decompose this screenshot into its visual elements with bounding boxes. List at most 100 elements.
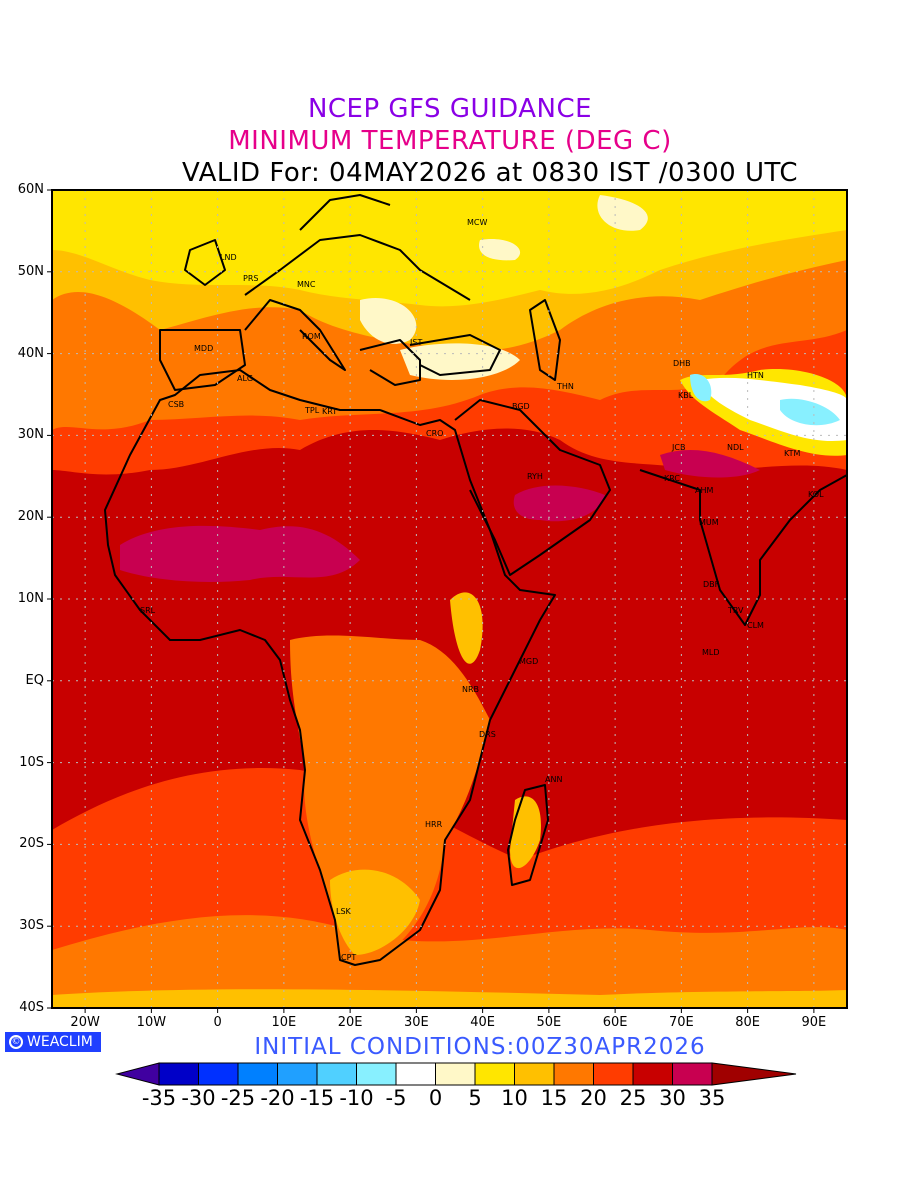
- colorbar-swatch: [395, 1062, 436, 1086]
- field-10-15-south: [52, 989, 847, 1008]
- logo-text: WEACLIM: [27, 1034, 93, 1050]
- city-label: CRO: [426, 429, 443, 438]
- colorbar-label: -30: [181, 1086, 216, 1110]
- city-label: KRT: [322, 407, 337, 416]
- city-label: MDD: [194, 344, 213, 353]
- city-label: KTM: [784, 449, 801, 458]
- colorbar-label: -35: [141, 1086, 177, 1110]
- colorbar-swatch: [277, 1062, 318, 1086]
- city-label: TPL: [304, 406, 320, 415]
- lon-label: 0: [213, 1015, 222, 1030]
- lon-label: 10W: [136, 1015, 167, 1030]
- city-label: LND: [220, 253, 237, 262]
- city-label: MLD: [702, 648, 720, 657]
- city-label: MGD: [519, 657, 538, 666]
- field-10-15-patches: [330, 592, 541, 955]
- city-label: DHB: [673, 359, 691, 368]
- colorbar-swatch: [435, 1062, 476, 1086]
- city-labels: MCW LND PRS MNC ROM MDD IST ALG CSB TPL KRT CRO BGD T…: [140, 218, 824, 962]
- city-label: DRS: [479, 730, 496, 739]
- lat-label: 40S: [19, 1000, 44, 1015]
- field-30-35-sahel: [120, 525, 360, 582]
- colorbar: [115, 1062, 797, 1086]
- city-label: NRB: [462, 685, 479, 694]
- city-label: HRR: [425, 820, 443, 829]
- title-valid-time: VALID For: 04MAY2026 at 0830 IST /0300 U…: [181, 158, 799, 188]
- lat-label: 30S: [19, 918, 44, 934]
- title-model: NCEP GFS GUIDANCE: [307, 94, 593, 124]
- colorbar-label: 5: [468, 1086, 482, 1110]
- city-label: JCB: [671, 443, 685, 452]
- field-15-20-south: [52, 915, 847, 1008]
- colorbar-label: 35: [698, 1086, 726, 1110]
- colorbar-label: -10: [339, 1086, 374, 1110]
- city-label: ALG: [237, 374, 253, 383]
- weaclim-logo[interactable]: © WEACLIM: [5, 1032, 101, 1052]
- colorbar-swatch: [672, 1062, 713, 1086]
- lon-label: 20W: [70, 1015, 100, 1030]
- city-label: AHM: [695, 486, 713, 495]
- field-30-35-arabia-india: [513, 450, 760, 522]
- city-label: BGD: [512, 402, 530, 411]
- city-label: RYH: [527, 472, 543, 481]
- city-label: MNC: [297, 280, 316, 289]
- lon-label: 40E: [470, 1015, 495, 1030]
- city-label: DBF: [703, 580, 720, 589]
- city-label: CSB: [168, 400, 184, 409]
- city-label: HTN: [747, 371, 764, 380]
- colorbar-swatch: [198, 1062, 239, 1086]
- city-label: THN: [556, 382, 574, 391]
- field-0-5-cool: [360, 195, 648, 380]
- city-label: KOL: [808, 490, 824, 499]
- city-label: MUM: [699, 518, 719, 527]
- colorbar-label: -15: [299, 1086, 335, 1110]
- field-5-10-north: [52, 190, 847, 307]
- city-label: ROM: [302, 332, 321, 341]
- colorbar-swatch: [632, 1062, 673, 1086]
- initial-conditions: INITIAL CONDITIONS:00Z30APR2026: [254, 1034, 706, 1060]
- city-label: PRS: [243, 274, 258, 283]
- lon-label: 20E: [337, 1015, 363, 1030]
- lon-label: 30E: [403, 1015, 429, 1030]
- colorbar-swatch: [553, 1062, 594, 1086]
- title-variable: MINIMUM TEMPERATURE (DEG C): [228, 126, 672, 156]
- lon-label: 70E: [668, 1015, 694, 1030]
- lat-label: 50N: [17, 263, 44, 279]
- city-label: CLM: [747, 621, 764, 630]
- lat-label: 20N: [17, 509, 44, 525]
- colorbar-label: 20: [580, 1086, 607, 1110]
- city-label: KBL: [678, 391, 694, 400]
- field-tibet-white: [700, 377, 847, 441]
- colorbar-swatch: [593, 1062, 634, 1086]
- colorbar-label: 30: [659, 1086, 686, 1110]
- colorbar-over-triangle: [711, 1062, 797, 1086]
- colorbar-label: -20: [260, 1086, 295, 1110]
- colorbar-swatch: [237, 1062, 278, 1086]
- colorbar-label: 0: [428, 1086, 443, 1110]
- lat-label: 40N: [17, 345, 44, 361]
- city-label: TRV: [727, 606, 744, 615]
- lon-label: 60E: [602, 1015, 628, 1030]
- colorbar-swatch: [158, 1062, 199, 1086]
- graticule: [52, 190, 847, 1008]
- field-tibet-cold: [690, 374, 840, 426]
- colorbar-swatch: [356, 1062, 397, 1086]
- colorbar-swatch: [474, 1062, 515, 1086]
- axis-ticks: [47, 189, 815, 1013]
- colorbar-label: 10: [501, 1086, 528, 1110]
- colorbar-label: -5: [385, 1086, 407, 1110]
- colorbar-swatch: [514, 1062, 555, 1086]
- city-label: SRL: [140, 606, 156, 615]
- lat-label: 20S: [19, 836, 44, 852]
- city-label: NDL: [727, 443, 744, 452]
- lat-label: 30N: [17, 427, 44, 443]
- lon-label: 80E: [735, 1015, 760, 1030]
- lat-label: 60N: [17, 182, 44, 197]
- lat-label: 10S: [19, 754, 44, 770]
- coastlines: [104, 194, 847, 966]
- lon-label: 90E: [801, 1015, 827, 1030]
- colorbar-label: -25: [220, 1086, 256, 1110]
- city-label: KRC: [664, 474, 680, 483]
